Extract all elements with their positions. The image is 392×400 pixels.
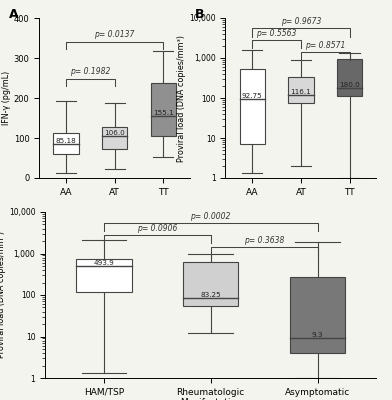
Y-axis label: Proviral load (DNA copies/mm³): Proviral load (DNA copies/mm³) — [177, 34, 186, 162]
Text: 9.3: 9.3 — [312, 332, 323, 338]
Bar — [151, 83, 176, 136]
Text: B: B — [195, 8, 205, 21]
Text: p= 0.3638: p= 0.3638 — [244, 236, 284, 245]
Text: A: A — [9, 8, 19, 21]
Y-axis label: Proviral load (DNA copies/mm³): Proviral load (DNA copies/mm³) — [0, 232, 6, 358]
Text: 106.0: 106.0 — [104, 130, 125, 136]
Text: p= 0.1982: p= 0.1982 — [70, 67, 111, 76]
Text: p= 0.0002: p= 0.0002 — [191, 212, 231, 221]
Bar — [183, 262, 238, 306]
Text: 155.1: 155.1 — [153, 110, 174, 116]
Text: p= 0.9673: p= 0.9673 — [281, 18, 321, 26]
Bar — [290, 277, 345, 353]
Bar — [337, 59, 362, 96]
Text: 493.9: 493.9 — [93, 260, 114, 266]
Text: 116.1: 116.1 — [290, 90, 311, 96]
Bar — [76, 260, 132, 292]
Bar — [53, 133, 79, 154]
Text: 180.0: 180.0 — [339, 82, 360, 88]
Text: p= 0.0137: p= 0.0137 — [94, 30, 135, 39]
Y-axis label: IFN-γ (pg/mL): IFN-γ (pg/mL) — [2, 71, 11, 125]
Text: p= 0.5563: p= 0.5563 — [256, 29, 297, 38]
Bar — [288, 77, 314, 103]
Text: 83.25: 83.25 — [200, 292, 221, 298]
Text: 85.18: 85.18 — [56, 138, 76, 144]
Text: 92.75: 92.75 — [242, 93, 263, 99]
Text: p= 0.8571: p= 0.8571 — [305, 41, 345, 50]
Text: p= 0.0906: p= 0.0906 — [137, 224, 178, 233]
Bar — [102, 127, 127, 149]
Bar — [240, 69, 265, 144]
